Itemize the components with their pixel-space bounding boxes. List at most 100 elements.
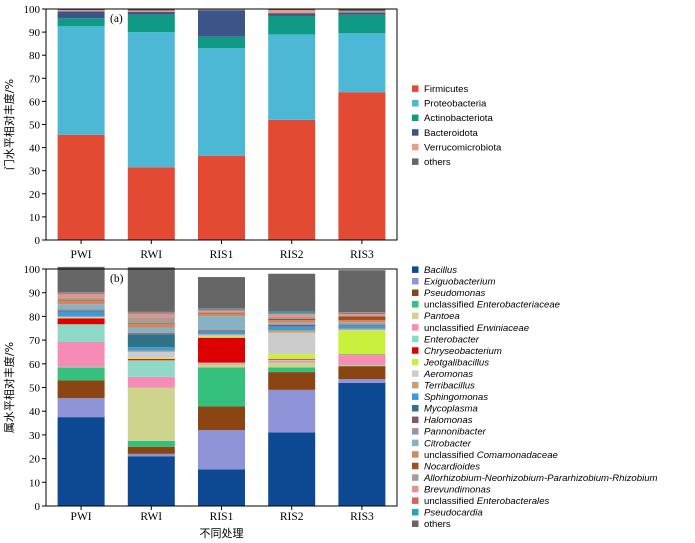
- bar-segment-rwi-pantoea: [127, 387, 175, 441]
- bar-segment-ris2-enterobacterales: [268, 313, 316, 315]
- y-tick-label: 50: [29, 383, 41, 395]
- x-tick-label-ris2: RIS2: [280, 511, 304, 523]
- bar-segment-rwi-terribacillus: [127, 350, 175, 352]
- y-axis-label: 门水平相对丰度/%: [2, 79, 16, 170]
- bar-segment-rwi-bacteroidota: [127, 12, 175, 15]
- bar-segment-ris3-halomonas: [338, 324, 386, 326]
- bar-segment-ris3-aeromonas: [338, 329, 386, 331]
- legend: Firmicutes Proteobacteria Actinobacteriota…: [412, 84, 502, 168]
- y-tick-label: 100: [24, 264, 41, 276]
- y-tick-label: 20: [29, 454, 41, 466]
- legend-entry-label: Chryseobacterium: [424, 346, 502, 357]
- bar-segment-pwi-aeromonas: [57, 317, 105, 318]
- legend-entry-label: Verrucomicrobiota: [424, 142, 502, 153]
- legend-swatch: [412, 324, 419, 331]
- legend-entry-label: Pantoea: [424, 311, 460, 322]
- y-tick-label: 10: [29, 212, 41, 224]
- bar-segment-ris2-actinobacteriota: [268, 15, 316, 35]
- bar-segment-rwi-proteobacteria: [127, 32, 175, 168]
- y-tick-label: 0: [35, 501, 41, 513]
- bar-segment-ris1-pseudocardia: [198, 308, 245, 310]
- legend-swatch: [412, 129, 419, 136]
- legend-entry-label: others: [424, 519, 451, 530]
- panel-b-genus-chart: PWI RWI RIS1 RIS2 RIS3 0 10 20 30 40 50 60 70 80 90 100…: [2, 264, 658, 540]
- bar-segment-ris2-allorhizobium-neorhizobium-pararhizobium-rhizobium: [268, 316, 316, 320]
- bar-segment-pwi-nocardioides: [57, 300, 105, 301]
- bar-segment-ris1-sphingomonas: [198, 331, 245, 335]
- bar-segment-ris1-erwiniaceae: [198, 363, 245, 365]
- x-axis-label: 不同处理: [200, 527, 244, 540]
- bar-segment-rwi-mycoplasma: [127, 334, 175, 348]
- bar-segment-ris1-citrobacter: [198, 316, 245, 330]
- bar-segment-ris2-exiguobacterium: [268, 389, 316, 433]
- legend-entry-label: Proteobacteria: [424, 99, 487, 110]
- legend-swatch: [412, 289, 419, 296]
- bar-segment-ris2-enterobacter: [268, 359, 316, 361]
- bar-segment-rwi-enterobacteriaceae: [127, 440, 175, 447]
- y-tick-label: 80: [29, 311, 41, 323]
- legend-swatch: [412, 100, 419, 107]
- legend-swatch: [412, 312, 419, 320]
- bar-segment-ris3-others: [338, 270, 386, 313]
- bar-segment-pwi-sphingomonas: [57, 311, 105, 317]
- x-tick-label-rwi: RWI: [140, 511, 162, 523]
- bar-segment-ris1-jeotgalibacillus: [198, 336, 245, 338]
- bar-segment-rwi-enterobacter: [127, 360, 175, 377]
- bar-segment-ris1-enterobacteriaceae: [198, 367, 245, 407]
- bar-segment-rwi-pannonibacter: [127, 332, 175, 334]
- bar-segment-ris2-proteobacteria: [268, 34, 316, 120]
- legend-swatch: [412, 485, 419, 493]
- legend-entry-label: Bacillus: [424, 265, 457, 276]
- y-tick-label: 90: [29, 27, 41, 39]
- legend-entry-label: Jeotgalibacillus: [423, 357, 489, 368]
- legend-swatch: [412, 416, 419, 424]
- bar-segment-ris3-others: [338, 9, 386, 12]
- bar-segment-ris1-actinobacteriota: [198, 36, 245, 49]
- bar-segment-ris1-firmicutes: [198, 155, 245, 240]
- bar-segment-pwi-enterobacteriaceae: [57, 367, 105, 381]
- bar-segment-ris1-exiguobacterium: [198, 430, 245, 470]
- x-tick-label-ris2: RIS2: [280, 249, 304, 261]
- bar-segment-ris1-mycoplasma: [198, 331, 245, 332]
- bar-segment-pwi-terribacillus: [57, 316, 105, 318]
- bar-segment-ris2-mycoplasma: [268, 326, 316, 327]
- legend-swatch: [412, 474, 419, 481]
- legend-entry-label: Allorhizobium-Neorhizobium-Pararhizobium…: [423, 473, 658, 484]
- bar-segment-rwi-sphingomonas: [127, 347, 175, 351]
- legend-swatch: [412, 381, 419, 389]
- bar-segment-ris3-brevundimonas: [338, 314, 386, 316]
- legend-entry-label: Firmicutes: [424, 84, 468, 95]
- legend-swatch: [412, 439, 419, 447]
- bar-segment-pwi-comamonadaceae: [57, 300, 105, 305]
- bar-segment-pwi-brevundimonas: [57, 294, 105, 298]
- bar-segment-rwi-others: [127, 267, 175, 312]
- bar-segment-ris3-pantoea: [338, 364, 386, 366]
- bar-segment-ris1-enterobacterales: [198, 309, 245, 311]
- y-tick-label: 90: [29, 288, 41, 300]
- legend-entry-label: unclassified Comamonadaceae: [424, 450, 558, 461]
- bar-segment-rwi-others: [127, 9, 175, 11]
- x-tick-label-pwi: PWI: [71, 249, 92, 261]
- bar-segment-pwi-pseudomonas: [57, 380, 105, 399]
- bar-segment-ris1-allorhizobium-neorhizobium-pararhizobium-rhizobium: [198, 311, 245, 314]
- bar-segment-ris2-verrucomicrobiota: [268, 10, 316, 14]
- bar-segment-ris3-pannonibacter: [338, 323, 386, 325]
- bar-segment-ris1-comamonadaceae: [198, 313, 245, 317]
- legend-swatch: [412, 405, 419, 412]
- bar-segment-rwi-aeromonas: [127, 351, 175, 358]
- bar-segment-pwi-erwiniaceae: [57, 342, 105, 367]
- bar-segment-rwi-pseudomonas: [127, 446, 175, 454]
- y-tick-label: 40: [29, 406, 41, 418]
- panel-label: (b): [110, 273, 124, 285]
- legend-swatch: [412, 508, 419, 516]
- bar-segment-ris2-others: [268, 9, 316, 11]
- legend-entry-label: Nocardioides: [424, 461, 480, 472]
- y-tick-label: 20: [29, 189, 41, 201]
- bar-segment-ris1-brevundimonas: [198, 310, 245, 312]
- bar-segment-rwi-bacillus: [127, 456, 175, 506]
- bar-segment-pwi-citrobacter: [57, 304, 105, 310]
- bar-segment-ris3-nocardioides: [338, 316, 386, 320]
- bar-segment-ris3-pseudocardia: [338, 312, 386, 313]
- bar-segment-rwi-verrucomicrobiota: [127, 10, 175, 13]
- bar-segment-ris2-nocardioides: [268, 319, 316, 321]
